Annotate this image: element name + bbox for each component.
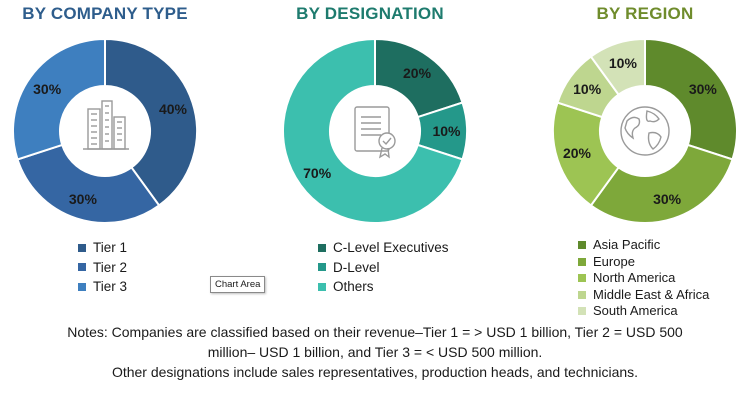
legend-label: Others xyxy=(333,279,374,294)
data-label-2-0: 30% xyxy=(689,81,718,97)
legend-item: North America xyxy=(578,270,709,287)
donut-slice-2-0 xyxy=(644,37,738,161)
chart-title-region: BY REGION xyxy=(596,4,694,23)
globe-icon xyxy=(620,106,670,156)
donut-slice-0-1 xyxy=(16,143,161,224)
data-label-2-2: 20% xyxy=(563,145,592,161)
legend-label: Tier 3 xyxy=(93,279,128,294)
donut-hole xyxy=(61,87,149,175)
certificate-icon xyxy=(354,106,396,159)
donut-slice-1-2 xyxy=(282,37,464,224)
chart-title-company-type: BY COMPANY TYPE xyxy=(22,4,188,23)
donut-slice-0-0 xyxy=(104,37,198,207)
donut-chart-company-type: 40% 30% 30% xyxy=(12,37,198,224)
legend-swatch xyxy=(78,263,86,272)
legend-swatch xyxy=(578,257,586,266)
legend-label: Middle East & Africa xyxy=(593,286,710,302)
buildings-icon xyxy=(83,100,129,150)
data-label-2-3: 10% xyxy=(573,81,602,97)
legend-label: Asia Pacific xyxy=(593,237,661,252)
legend-item: Middle East & Africa xyxy=(578,287,709,304)
legend-swatch xyxy=(78,282,86,291)
donut-slice-2-1 xyxy=(589,143,734,224)
donut-slice-0-2 xyxy=(12,37,106,161)
chart-title-designation: BY DESIGNATION xyxy=(296,4,444,23)
data-label-2-1: 30% xyxy=(653,191,682,207)
legend-swatch xyxy=(578,241,586,250)
notes-line-1: Notes: Companies are classified based on… xyxy=(67,324,683,340)
donut-chart-region: 30% 30% 20% 10% 10% xyxy=(552,37,738,224)
donut-slice-2-4 xyxy=(589,37,646,96)
legend-item: Europe xyxy=(578,254,709,271)
data-label-2-4: 10% xyxy=(609,55,638,71)
legend-label: Tier 2 xyxy=(93,259,128,275)
legend-designation: C-Level Executives D-Level Others xyxy=(318,238,449,297)
legend-region: Asia Pacific Europe North America Middle Ea… xyxy=(578,237,709,320)
legend-swatch xyxy=(578,307,586,316)
data-label-0-1: 30% xyxy=(69,191,98,207)
notes-line-2: million– USD 1 billion, and Tier 3 = < U… xyxy=(207,344,543,360)
legend-swatch xyxy=(318,263,326,272)
notes-line-3: Other designations include sales represe… xyxy=(111,364,639,380)
legend-item: Asia Pacific xyxy=(578,237,709,254)
legend-label: C-Level Executives xyxy=(333,240,449,255)
donut-chart-designation: 20% 10% 70% xyxy=(282,37,468,224)
legend-item: Tier 1 xyxy=(78,238,127,258)
legend-swatch xyxy=(578,290,586,299)
legend-item: Tier 2 xyxy=(78,258,127,278)
legend-label: Tier 1 xyxy=(93,240,128,255)
legend-label: North America xyxy=(593,270,676,285)
legend-item: D-Level xyxy=(318,258,449,278)
data-label-1-1: 10% xyxy=(432,123,461,139)
legend-item: Tier 3 xyxy=(78,277,127,297)
donut-hole xyxy=(331,87,419,175)
data-label-0-2: 30% xyxy=(33,81,62,97)
notes-text: Notes: Companies are classified based on… xyxy=(0,322,750,382)
legend-item: C-Level Executives xyxy=(318,238,449,258)
legend-item: South America xyxy=(578,303,709,320)
legend-label: D-Level xyxy=(333,259,380,275)
data-label-1-2: 70% xyxy=(303,165,332,181)
legend-swatch xyxy=(578,274,586,283)
legend-swatch xyxy=(78,243,86,252)
chart-area-tooltip: Chart Area xyxy=(210,276,266,293)
legend-label: Europe xyxy=(593,253,635,269)
legend-item: Others xyxy=(318,277,449,297)
legend-company-type: Tier 1 Tier 2 Tier 3 xyxy=(78,238,127,297)
donut-hole xyxy=(601,87,689,175)
legend-swatch xyxy=(318,282,326,291)
legend-swatch xyxy=(318,243,326,252)
legend-label: South America xyxy=(593,303,678,318)
data-label-1-0: 20% xyxy=(403,65,432,81)
data-label-0-0: 40% xyxy=(159,101,188,117)
